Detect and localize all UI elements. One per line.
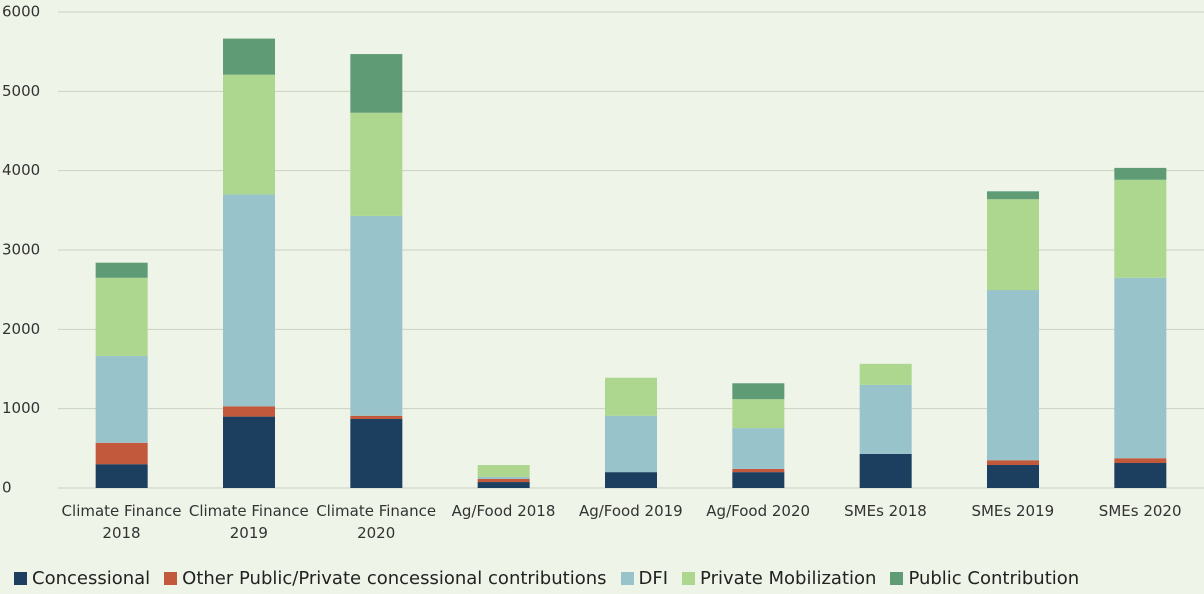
bar-segment [477,464,530,477]
bar-segment [350,54,403,113]
bar-segment [605,415,657,473]
legend-swatch [620,572,634,585]
bar-segment [223,74,275,195]
bar-segment [732,383,785,400]
y-tick-label: 4000 [2,161,40,179]
bar-segment [605,472,657,488]
legend-item: Public Contribution [890,568,1079,589]
bar-segment [987,191,1039,200]
bar-segment [1114,179,1167,278]
legend-label: Private Mobilization [700,568,877,589]
x-tick-label: Climate Finance 2019 [188,502,309,542]
bar-segment [987,460,1039,465]
bar-segment [732,468,785,473]
legend-swatch [14,572,27,585]
x-tick-label: Ag/Food 2018 [451,502,556,520]
bar-segment [987,464,1039,488]
bar-segment [732,428,785,469]
bar-segment [477,478,530,483]
y-tick-label: 3000 [2,241,40,259]
bar-segment [477,482,530,488]
bar-segment [95,442,148,465]
x-tick-label: Ag/Food 2020 [706,502,811,520]
bar-segment [223,194,275,407]
bar-segment [732,399,785,429]
bar-segment [1114,277,1167,459]
y-tick-label: 5000 [2,82,40,100]
bar-segment [859,384,912,454]
bar-segment [987,290,1039,461]
bar-segment [350,415,403,419]
bar-segment [350,215,403,416]
x-tick-label: Climate Finance 2020 [316,502,437,542]
legend-label: Concessional [32,568,151,589]
legend: Concessional Other Public/Private concess… [14,568,1079,589]
legend-item: Private Mobilization [682,568,876,589]
bar-segment [859,363,912,385]
bar-segment [477,476,530,479]
legend-item: Concessional [14,568,150,589]
x-tick-label: SMEs 2018 [844,502,927,520]
legend-label: Other Public/Private concessional contri… [182,568,607,589]
legend-label: DFI [638,568,669,589]
legend-item: Other Public/Private concessional contri… [164,568,607,589]
y-tick-label: 1000 [2,399,40,417]
legend-item: DFI [620,568,669,589]
bar-segment [1114,463,1167,488]
bar-segment [95,262,148,278]
bar-segment [223,38,275,75]
x-tick-label: SMEs 2020 [1098,502,1182,520]
bar-segment [95,277,148,356]
bar-segment [95,355,148,443]
legend-label: Public Contribution [908,568,1080,589]
bar-segment [350,418,403,488]
bar-segment [1114,458,1167,464]
bar-segment [605,377,657,416]
legend-swatch [164,572,178,585]
x-tick-label: Ag/Food 2019 [578,502,683,520]
bar-segment [95,464,148,488]
bar-segment [1114,167,1167,180]
bar-segment [732,472,785,488]
y-tick-label: 2000 [2,320,40,338]
x-tick-label: Climate Finance 2018 [61,502,182,542]
bar-segment [987,199,1039,291]
bar-segment [223,416,275,488]
y-tick-label: 6000 [2,3,40,21]
x-tick-label: SMEs 2019 [971,502,1055,520]
legend-swatch [890,572,904,585]
bar-segment [859,453,912,488]
y-tick-label: 0 [2,479,12,497]
bar-segment [223,406,275,417]
bar-segment [350,112,403,216]
legend-swatch [682,572,696,585]
